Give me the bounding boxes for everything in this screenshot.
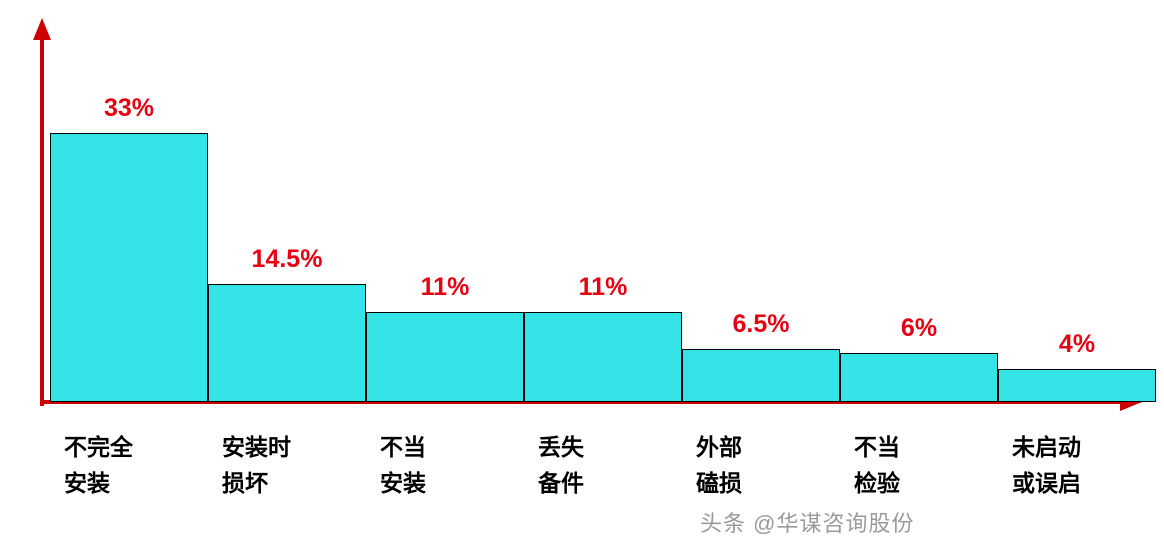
category-line1: 外部 [696, 430, 742, 466]
bar-value-label: 6% [840, 314, 998, 343]
bar-value-label: 11% [524, 273, 682, 302]
bar-category-label: 丢失备件 [538, 430, 584, 501]
bar [998, 369, 1156, 402]
category-line1: 安装时 [222, 430, 291, 466]
category-line2: 磕损 [696, 466, 742, 502]
bar-value-label: 11% [366, 273, 524, 302]
bar [366, 312, 524, 402]
category-line1: 不完全 [64, 430, 133, 466]
watermark-text: 头条 @华谋咨询股份 [700, 506, 914, 538]
category-line1: 不当 [854, 430, 900, 466]
category-line1: 丢失 [538, 430, 584, 466]
category-line2: 备件 [538, 466, 584, 502]
y-axis [40, 36, 44, 406]
bar [840, 353, 998, 402]
bar-category-label: 不完全安装 [64, 430, 133, 501]
bar-category-label: 外部磕损 [696, 430, 742, 501]
category-line2: 安装 [380, 466, 426, 502]
bar-category-label: 不当检验 [854, 430, 900, 501]
bar-value-label: 14.5% [208, 245, 366, 274]
bar-value-label: 6.5% [682, 310, 840, 339]
category-line2: 检验 [854, 466, 900, 502]
bar [682, 349, 840, 402]
category-line2: 或误启 [1012, 466, 1081, 502]
bar-chart: 33%不完全安装14.5%安装时损坏11%不当安装11%丢失备件6.5%外部磕损… [0, 0, 1164, 548]
bar [524, 312, 682, 402]
category-line1: 未启动 [1012, 430, 1081, 466]
bar-category-label: 不当安装 [380, 430, 426, 501]
category-line1: 不当 [380, 430, 426, 466]
bar-value-label: 33% [50, 94, 208, 123]
bar-category-label: 安装时损坏 [222, 430, 291, 501]
category-line2: 安装 [64, 466, 133, 502]
category-line2: 损坏 [222, 466, 291, 502]
bar [50, 133, 208, 402]
y-axis-arrow-icon [33, 18, 51, 40]
bar [208, 284, 366, 402]
bar-category-label: 未启动或误启 [1012, 430, 1081, 501]
bar-value-label: 4% [998, 330, 1156, 359]
